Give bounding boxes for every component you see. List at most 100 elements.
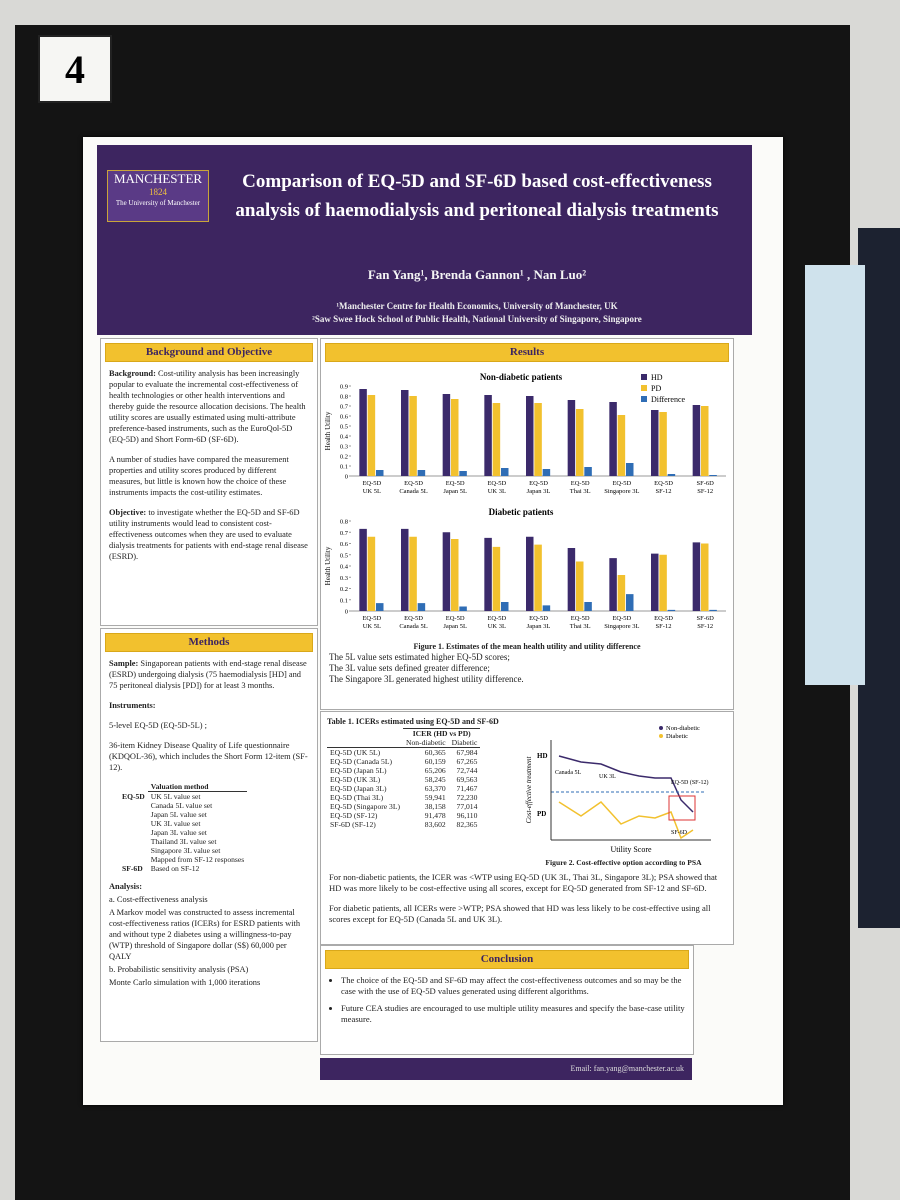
figure-caption: Figure 1. Estimates of the mean health u… [413,642,641,651]
cell: 38,158 [424,802,446,811]
bar [501,468,509,476]
bar [376,603,384,611]
legend-label: Difference [651,395,686,404]
row: EQ-5D (Japan 3L) 63,370 71,467 [327,784,480,793]
cell: 58,245 [424,775,446,784]
x-tick-label: Thai 3L [570,623,591,630]
paragraph: Background: Cost-utility analysis has be… [109,368,309,445]
bar [367,536,376,611]
row: Japan 3L value set [119,828,247,837]
row: EQ-5D (UK 5L) 60,365 67,984 [327,748,480,758]
text: A number of studies have compared the me… [109,455,289,497]
legend-label: Non-diabetic [666,725,700,732]
y-tick-label: 0.4 [340,564,349,571]
cell: Thailand 3L value set [150,837,217,846]
cell [119,801,148,810]
bar [401,390,409,476]
x-tick-label: Japan 3L [527,488,551,495]
x-tick-label: EQ-5D [446,615,465,622]
row: UK 3L value set [119,819,247,828]
bar [459,606,467,611]
y-tick-label: 0 [345,474,348,481]
cell: EQ-5D (UK 3L) [330,775,381,784]
bar [567,548,576,611]
legend-dot [659,734,663,738]
x-tick-label: EQ-5D [487,480,506,487]
cell: 77,014 [456,802,478,811]
bar [651,410,659,476]
bar [617,415,626,476]
text: to investigate whether the EQ-5D and SF-… [109,508,308,561]
x-tick-label: EQ-5D [529,615,548,622]
y-tick-label: 0.1 [340,464,348,471]
row: EQ-5D (UK 3L) 58,245 69,563 [327,775,480,784]
x-tick-label: SF-6D [696,480,714,487]
row: Japan 5L value set [119,810,247,819]
cell: EQ-5D [122,791,145,801]
x-tick-label: EQ-5D [571,615,590,622]
y-tick-label: 0.5 [340,424,348,431]
findings: The 5L value sets estimated higher EQ-5D… [321,652,733,685]
chart-label: UK 3L [599,774,616,780]
valuation-table: Valuation method EQ-5D UK 5L value set Cana… [119,782,248,873]
cell: 60,159 [424,757,446,766]
x-tick-label: EQ-5D [446,480,465,487]
bar [584,467,592,476]
cell: 72,744 [456,766,478,775]
cell: 72,230 [456,793,478,802]
results-table-section: Table 1. ICERs estimated using EQ-5D and… [320,711,734,945]
row: EQ-5D (SF-12) 91,478 96,110 [327,811,480,820]
authors: Fan Yang¹, Brenda Gannon¹ , Nan Luo² [367,267,587,282]
y-tick-label: 0.3 [340,575,348,582]
bar [459,471,467,476]
row: EQ-5D (Thai 3L) 59,941 72,230 [327,793,480,802]
paragraph: Monte Carlo simulation with 1,000 iterat… [109,978,261,987]
bar [626,463,634,476]
x-axis-label: Utility Score [610,845,652,854]
y-tick-label: 0.6 [340,541,349,548]
table-caption: Table 1. ICERs estimated using EQ-5D and… [327,717,499,726]
x-tick-label: SF-12 [656,623,672,630]
bar [609,558,617,611]
bar [359,528,367,611]
lead: Objective: [109,508,147,517]
diabetic-line [558,801,694,840]
bullet: Future CEA studies are encouraged to use… [341,1003,685,1025]
y-tick-label: 0.2 [340,586,348,593]
bar [376,470,384,476]
x-tick-label: EQ-5D [612,480,631,487]
cell: UK 5L value set [150,792,201,801]
poster-header: MANCHESTER 1824 The University of Manchest… [97,145,752,335]
bar [451,539,459,611]
cell: Japan 3L value set [150,828,207,837]
paragraph: For diabetic patients, all ICERs were >W… [329,903,711,924]
cell: Singapore 3L value set [150,846,221,855]
cell: 69,563 [456,775,478,784]
section-heading: Background and Objective [105,343,313,362]
bar [651,553,659,611]
cell [119,855,148,864]
finding: The 3L value sets defined greater differ… [329,663,490,673]
cell: 60,365 [424,748,446,757]
bar [501,602,509,611]
x-tick-label: UK 5L [363,488,381,495]
legend-swatch [641,385,647,391]
cell [119,782,148,792]
x-tick-label: Thai 3L [570,488,591,495]
neighbour-board [858,228,900,928]
board-number: 4 [38,35,112,103]
affiliation: ²Saw Swee Hock School of Public Health, … [312,314,642,324]
cell: SF-6D (SF-12) [330,820,376,829]
paragraph: Analysis: [109,881,309,892]
row: EQ-5D (Japan 5L) 65,206 72,744 [327,766,480,775]
logo-sub: The University of Manchester [115,199,201,207]
cell: 67,265 [456,757,478,766]
y-tick-label: 0.3 [340,444,348,451]
bar [626,594,634,611]
x-tick-label: Japan 3L [527,623,551,630]
cell: EQ-5D (Japan 5L) [330,766,387,775]
panel-title: Diabetic patients [489,507,554,517]
lead: Instruments: [109,701,156,710]
paragraph: Objective: to investigate whether the EQ… [109,507,309,562]
